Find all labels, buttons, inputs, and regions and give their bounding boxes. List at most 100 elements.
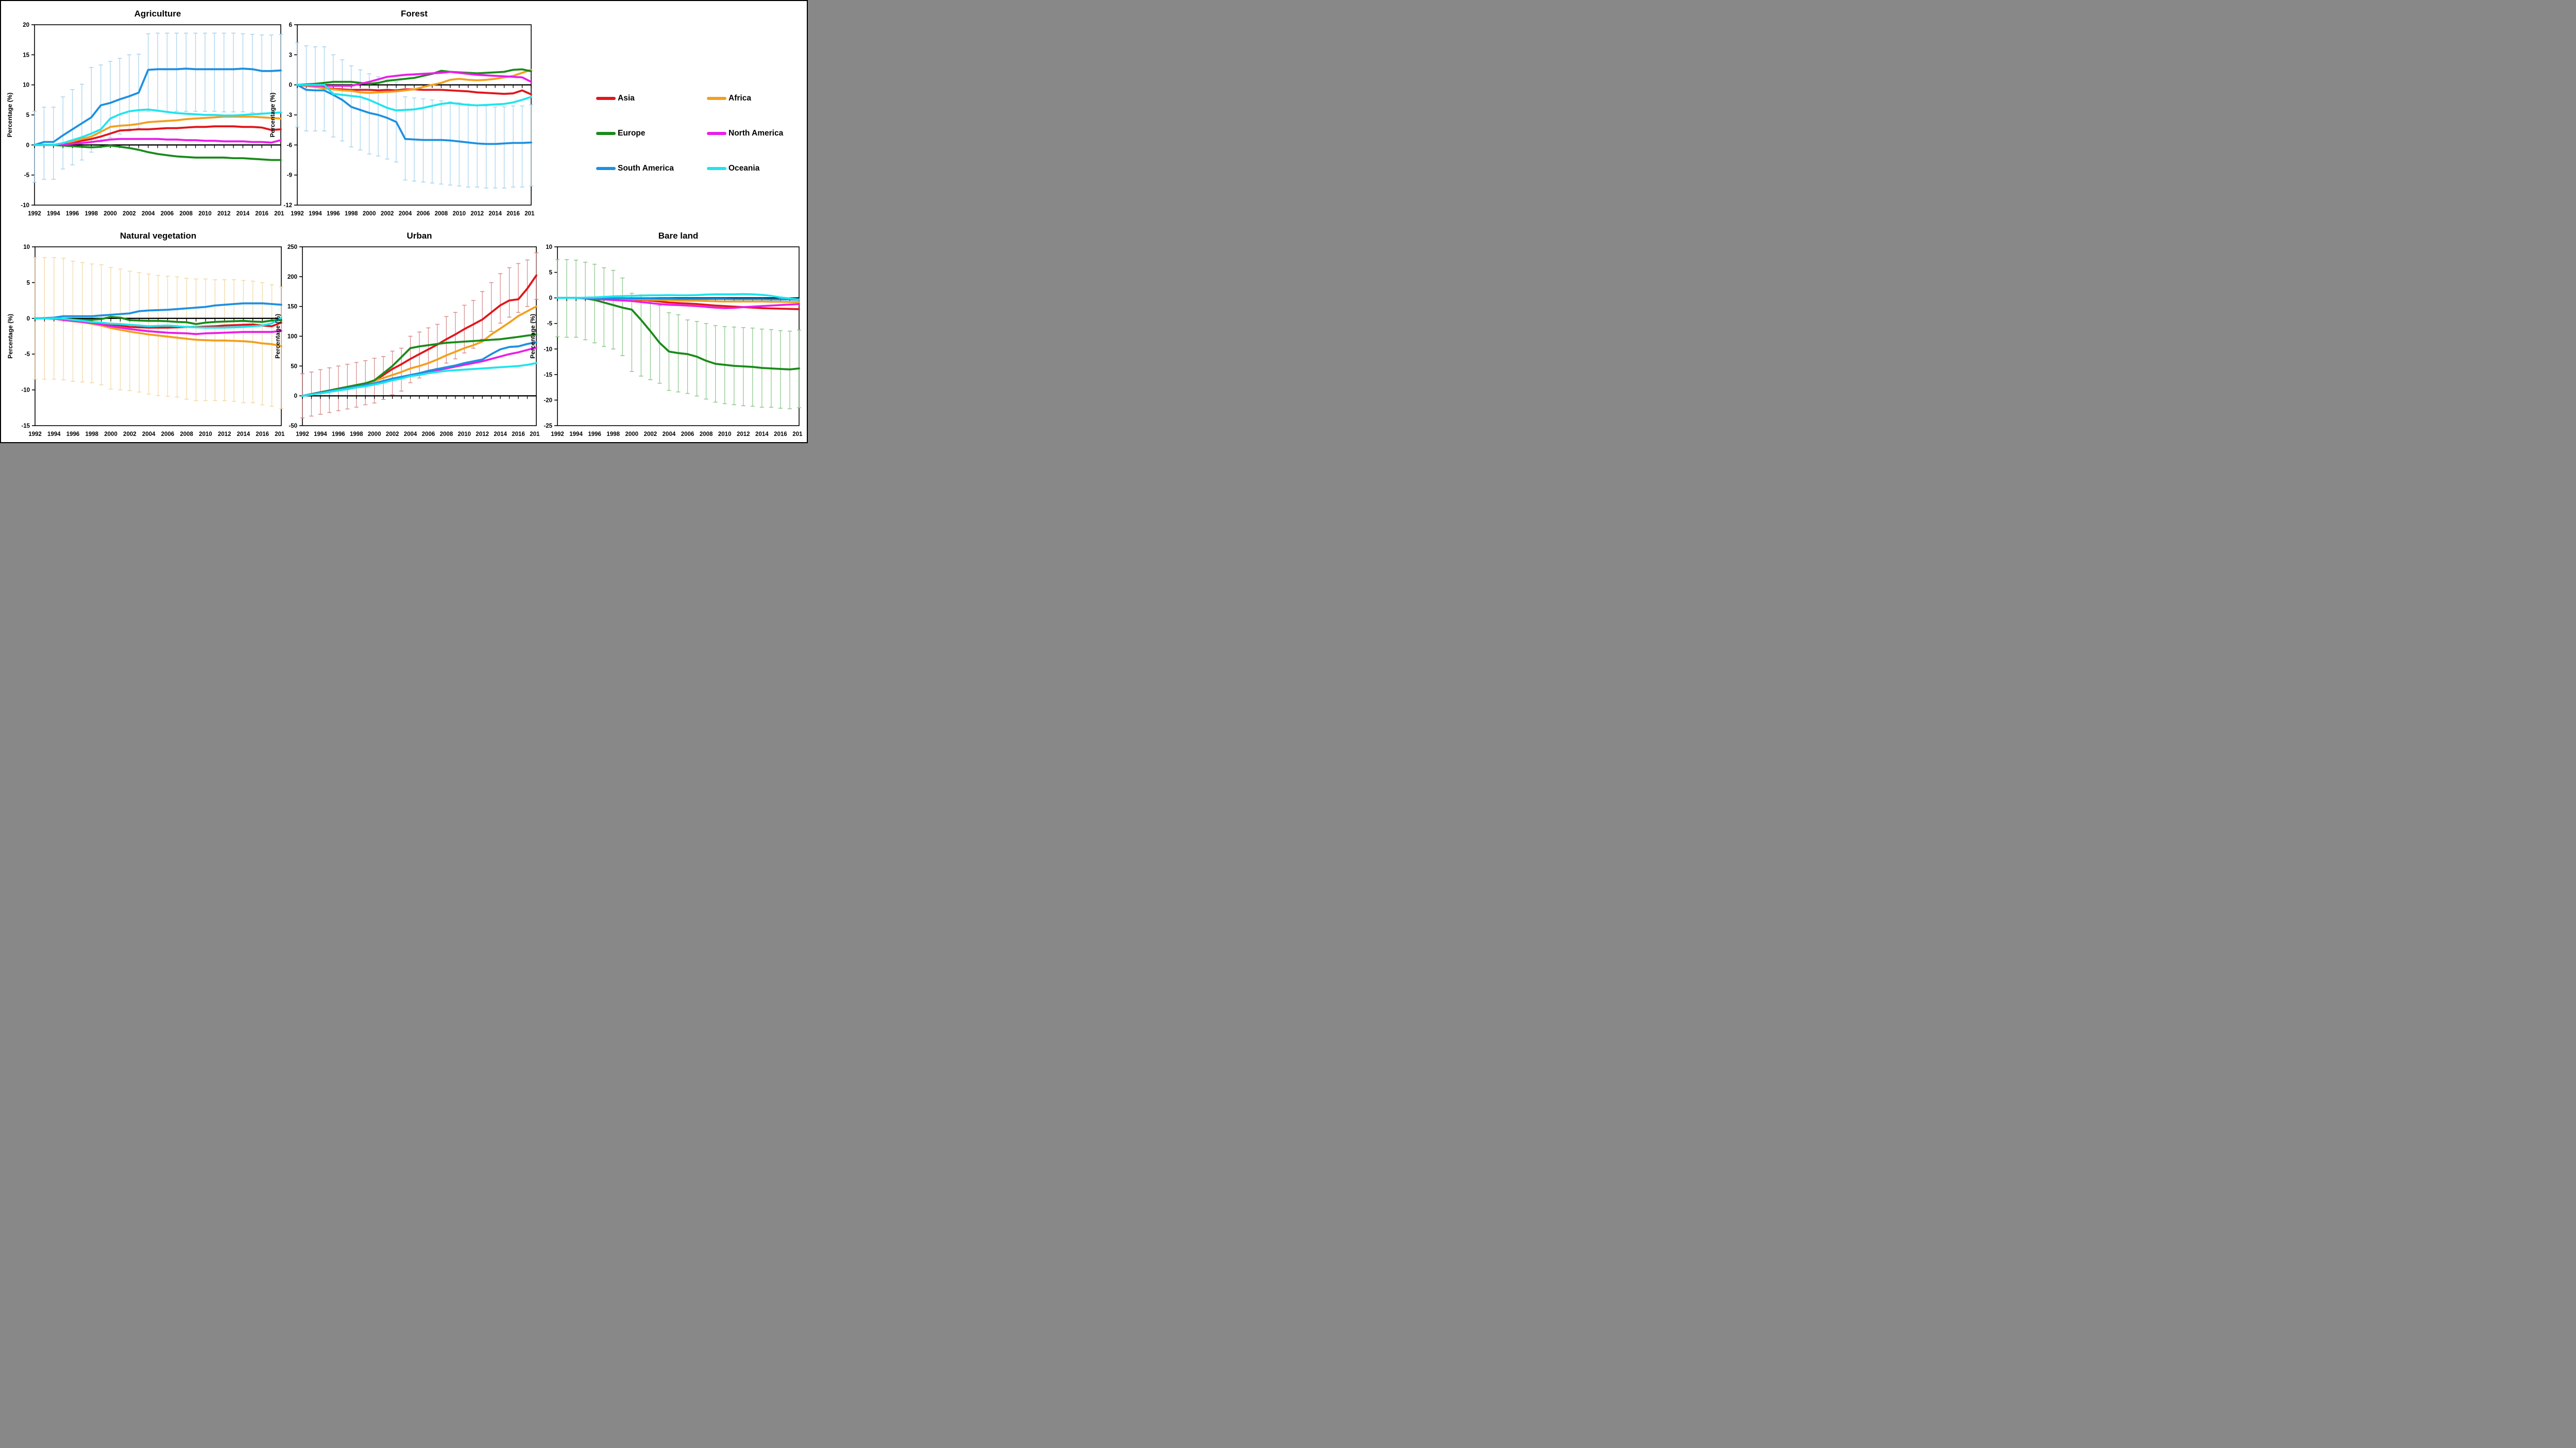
series-line-north-america xyxy=(33,138,282,146)
svg-text:2014: 2014 xyxy=(236,211,250,217)
chart-title: Natural vegetation xyxy=(120,231,196,241)
svg-text:2006: 2006 xyxy=(161,431,175,437)
chart-natural-vegetation-canvas: Natural vegetation Percentage (%) 10 5 0 -5 -1… xyxy=(7,231,285,437)
chart-title: Urban xyxy=(406,231,432,241)
svg-text:50: 50 xyxy=(291,363,297,369)
svg-text:10: 10 xyxy=(546,244,552,250)
chart-bare-land: Bare land Percentage (%) 10 5 0 -5 -10 -15 -20 -2… xyxy=(528,226,803,442)
chart-forest-canvas: Forest Percentage (%) 6 3 0 -3 -6 -9 -12 1992 1994… xyxy=(269,9,535,217)
svg-text:2016: 2016 xyxy=(512,431,525,437)
svg-text:1998: 1998 xyxy=(350,431,363,437)
svg-text:-10: -10 xyxy=(21,388,30,394)
svg-text:5: 5 xyxy=(549,270,553,276)
legend-item-north-america: North America xyxy=(707,116,807,151)
series-line-south-america xyxy=(33,68,282,146)
svg-text:1992: 1992 xyxy=(28,431,42,437)
svg-text:1994: 1994 xyxy=(569,431,583,437)
svg-text:100: 100 xyxy=(287,334,297,340)
svg-text:3: 3 xyxy=(289,52,292,58)
error-bars xyxy=(32,32,283,183)
svg-text:1996: 1996 xyxy=(588,431,601,437)
svg-text:-10: -10 xyxy=(544,346,552,352)
legend-swatch-icon xyxy=(596,132,616,135)
y-axis-title: Percentage (%) xyxy=(269,93,276,138)
svg-text:2006: 2006 xyxy=(417,211,430,217)
svg-text:1992: 1992 xyxy=(28,211,41,217)
svg-text:1996: 1996 xyxy=(327,211,340,217)
svg-text:1992: 1992 xyxy=(551,431,564,437)
svg-text:-25: -25 xyxy=(544,423,552,429)
svg-text:2012: 2012 xyxy=(737,431,750,437)
chart-title: Forest xyxy=(401,9,428,19)
svg-text:2002: 2002 xyxy=(381,211,394,217)
svg-text:1994: 1994 xyxy=(47,431,61,437)
series-line-oceania xyxy=(301,362,537,397)
series-line-oceania xyxy=(34,316,282,329)
series-line-south-america xyxy=(296,83,532,145)
chart-agriculture-canvas: Agriculture Percentage (%) 20 15 10 5 0 -5 -10 19… xyxy=(6,9,284,217)
legend-item-south-america: South America xyxy=(596,151,707,186)
svg-text:1998: 1998 xyxy=(86,431,99,437)
svg-text:200: 200 xyxy=(287,274,297,280)
error-bars xyxy=(295,42,533,189)
x-axis-labels: 1992 1994 1996 1998 2000 2002 2004 2006 2008 2010… xyxy=(28,431,285,437)
figure-canvas: Agriculture Percentage (%) 20 15 10 5 0 -5 -10 19… xyxy=(0,0,808,443)
svg-text:2010: 2010 xyxy=(198,211,212,217)
svg-text:2000: 2000 xyxy=(363,211,376,217)
svg-text:2002: 2002 xyxy=(123,431,137,437)
svg-text:2014: 2014 xyxy=(494,431,507,437)
svg-text:150: 150 xyxy=(287,304,297,310)
x-axis-labels: 1992 1994 1996 1998 2000 2002 2004 2006 2008 2010… xyxy=(551,431,803,437)
svg-text:2016: 2016 xyxy=(506,211,520,217)
svg-text:0: 0 xyxy=(549,295,552,301)
svg-text:0: 0 xyxy=(289,82,292,89)
svg-text:-3: -3 xyxy=(287,112,292,119)
legend-swatch-icon xyxy=(596,167,616,170)
legend-label: South America xyxy=(618,164,674,173)
legend-swatch-icon xyxy=(707,97,726,100)
svg-text:2004: 2004 xyxy=(142,431,156,437)
svg-text:2018: 2018 xyxy=(274,211,284,217)
svg-text:-20: -20 xyxy=(544,397,552,403)
svg-text:2012: 2012 xyxy=(217,211,231,217)
svg-text:-12: -12 xyxy=(283,203,292,209)
chart-agriculture: Agriculture Percentage (%) 20 15 10 5 0 -5 -10 19… xyxy=(5,4,284,223)
svg-text:-5: -5 xyxy=(24,173,30,179)
x-axis-labels: 1992 1994 1996 1998 2000 2002 2004 2006 2008 2010… xyxy=(28,211,284,217)
series-line-europe xyxy=(301,333,537,397)
series-line-oceania xyxy=(33,108,282,146)
y-axis-title: Percentage (%) xyxy=(274,314,281,359)
svg-text:2008: 2008 xyxy=(700,431,713,437)
svg-text:1996: 1996 xyxy=(66,431,80,437)
svg-text:10: 10 xyxy=(23,82,29,89)
x-axis-labels: 1992 1994 1996 1998 2000 2002 2004 2006 2008 2010… xyxy=(291,211,535,217)
svg-text:6: 6 xyxy=(289,22,292,28)
y-axis-ticks: 6 3 0 -3 -6 -9 -12 xyxy=(283,22,297,209)
svg-text:2018: 2018 xyxy=(530,431,540,437)
svg-text:1998: 1998 xyxy=(345,211,358,217)
svg-text:2002: 2002 xyxy=(123,211,136,217)
series-line-north-america xyxy=(34,317,282,335)
series-line-europe xyxy=(556,297,800,371)
svg-text:0: 0 xyxy=(294,393,297,399)
chart-title: Bare land xyxy=(658,231,698,241)
y-axis-ticks: 10 5 0 -5 -10 -15 -20 -25 xyxy=(544,244,557,429)
chart-bare-land-canvas: Bare land Percentage (%) 10 5 0 -5 -10 -15 -20 -2… xyxy=(529,231,803,437)
svg-text:2010: 2010 xyxy=(458,431,471,437)
svg-text:-5: -5 xyxy=(547,321,553,327)
legend-item-oceania: Oceania xyxy=(707,151,807,186)
series-line-africa xyxy=(33,115,282,146)
svg-text:-15: -15 xyxy=(544,372,552,378)
y-axis-title: Percentage (%) xyxy=(529,314,536,359)
svg-text:10: 10 xyxy=(23,244,30,250)
svg-text:2012: 2012 xyxy=(476,431,489,437)
legend: Asia Africa Europe North America South Ameri… xyxy=(565,65,797,189)
svg-text:1992: 1992 xyxy=(291,211,304,217)
series-line-oceania xyxy=(556,293,800,301)
svg-text:1998: 1998 xyxy=(85,211,98,217)
svg-text:2016: 2016 xyxy=(256,431,269,437)
legend-swatch-icon xyxy=(707,132,726,135)
legend-item-asia: Asia xyxy=(596,81,707,116)
series-line-oceania xyxy=(296,83,532,112)
chart-urban-canvas: Urban Percentage (%) 250 200 150 100 50 0 -50 199… xyxy=(274,231,540,437)
